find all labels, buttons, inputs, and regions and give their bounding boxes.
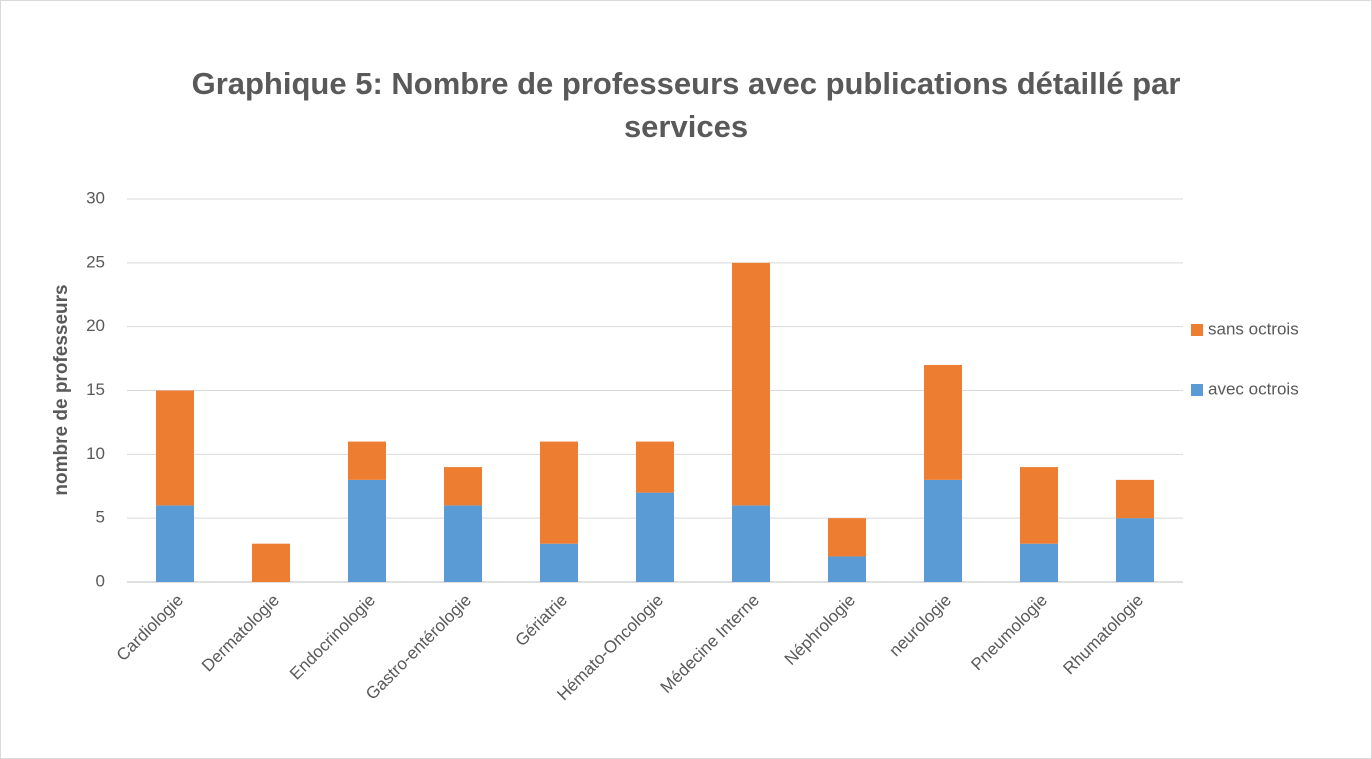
y-tick-label: 30 [86,188,105,207]
chart-title: Graphique 5: Nombre de professeurs avec … [191,66,1181,144]
bar-segment [828,518,866,557]
y-tick-label: 0 [96,571,105,590]
bar-segment [156,505,194,582]
y-tick-label: 20 [86,316,105,335]
bar-segment [444,505,482,582]
y-tick-label: 15 [86,380,105,399]
legend-label: avec octrois [1208,379,1299,398]
y-axis-label: nombre de professeurs [51,284,72,495]
bar-segment [1020,543,1058,582]
legend-swatch [1191,384,1203,396]
bar-segment [1116,479,1154,519]
legend-swatch [1191,324,1203,336]
bar-segment [636,492,674,582]
bar-segment [732,505,770,582]
bar-segment [348,441,386,480]
bar-segment [924,364,962,480]
bar-segment [828,556,866,582]
bar-segment [924,479,962,582]
bar-segment [540,441,578,544]
y-tick-label: 5 [96,508,105,527]
bar-segment [156,390,194,506]
legend-label: sans octrois [1208,319,1299,338]
y-tick-label: 25 [86,252,105,271]
bar-segment [540,543,578,582]
y-tick-label: 10 [86,444,105,463]
bar-segment [1020,467,1058,544]
bar-segment [444,467,482,506]
bar-segment [348,479,386,582]
bar-segment [732,262,770,506]
bar-segment [252,543,290,582]
bar-segment [636,441,674,493]
bar-segment [1116,518,1154,582]
